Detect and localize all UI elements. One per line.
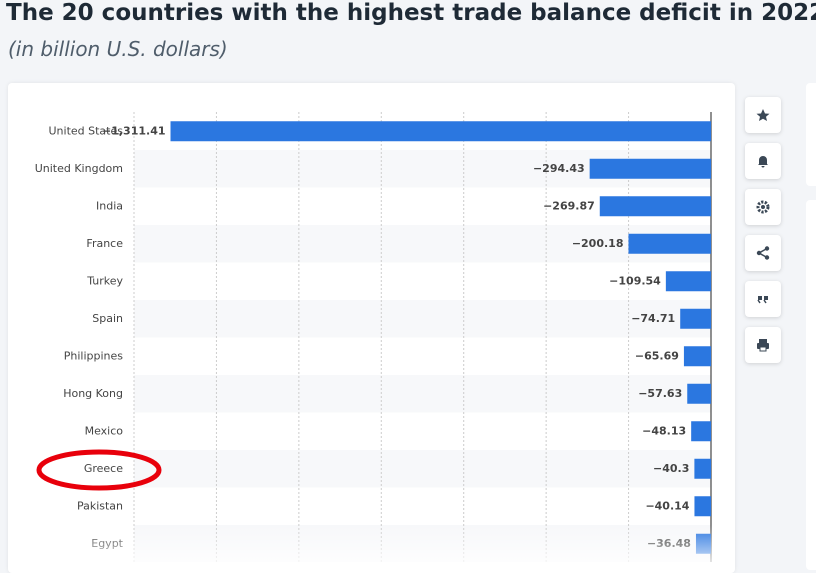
value-label: −74.71	[631, 312, 675, 325]
value-label: −109.54	[609, 274, 661, 287]
y-tick-label: Pakistan	[77, 499, 123, 512]
bar	[683, 346, 711, 367]
y-tick-label: United Kingdom	[35, 162, 123, 175]
side-panel	[806, 200, 816, 570]
favorite-button[interactable]	[745, 97, 781, 133]
bar	[589, 158, 711, 179]
subtitle: (in billion U.S. dollars)	[8, 37, 228, 61]
share-button[interactable]	[745, 235, 781, 271]
y-tick-label: India	[96, 199, 123, 212]
row-band	[134, 300, 711, 338]
value-label: −1,311.41	[102, 124, 166, 137]
notification-button[interactable]	[745, 143, 781, 179]
print-button[interactable]	[745, 327, 781, 363]
bar	[599, 196, 711, 217]
y-tick-label: Spain	[92, 312, 123, 325]
bar	[665, 271, 711, 292]
fade-overlay	[8, 525, 735, 562]
row-band	[134, 450, 711, 488]
bar	[687, 383, 711, 404]
bar	[691, 421, 711, 442]
bar	[694, 496, 711, 517]
y-tick-label: Mexico	[85, 424, 124, 437]
y-tick-label: United States	[49, 124, 124, 137]
y-tick-label: Philippines	[64, 349, 124, 362]
bar	[694, 458, 711, 479]
y-tick-label: Hong Kong	[63, 387, 123, 400]
cite-button[interactable]	[745, 281, 781, 317]
row-band	[134, 225, 711, 263]
bar	[628, 233, 711, 254]
y-tick-label: Greece	[84, 462, 123, 475]
value-label: −40.14	[645, 499, 689, 512]
value-label: −294.43	[533, 162, 585, 175]
settings-button[interactable]	[745, 189, 781, 225]
bar	[170, 121, 712, 142]
value-label: −40.3	[653, 462, 689, 475]
title: The 20 countries with the highest trade …	[6, 0, 816, 26]
side-panel	[806, 83, 816, 186]
value-label: −48.13	[642, 424, 686, 437]
value-label: −200.18	[572, 237, 624, 250]
value-label: −65.69	[635, 349, 679, 362]
value-label: −57.63	[638, 387, 682, 400]
y-tick-label: France	[86, 237, 123, 250]
row-band	[134, 375, 711, 413]
bar	[680, 308, 711, 329]
y-tick-label: Turkey	[86, 274, 123, 287]
value-label: −269.87	[543, 199, 595, 212]
highlight-ellipse	[36, 449, 162, 491]
